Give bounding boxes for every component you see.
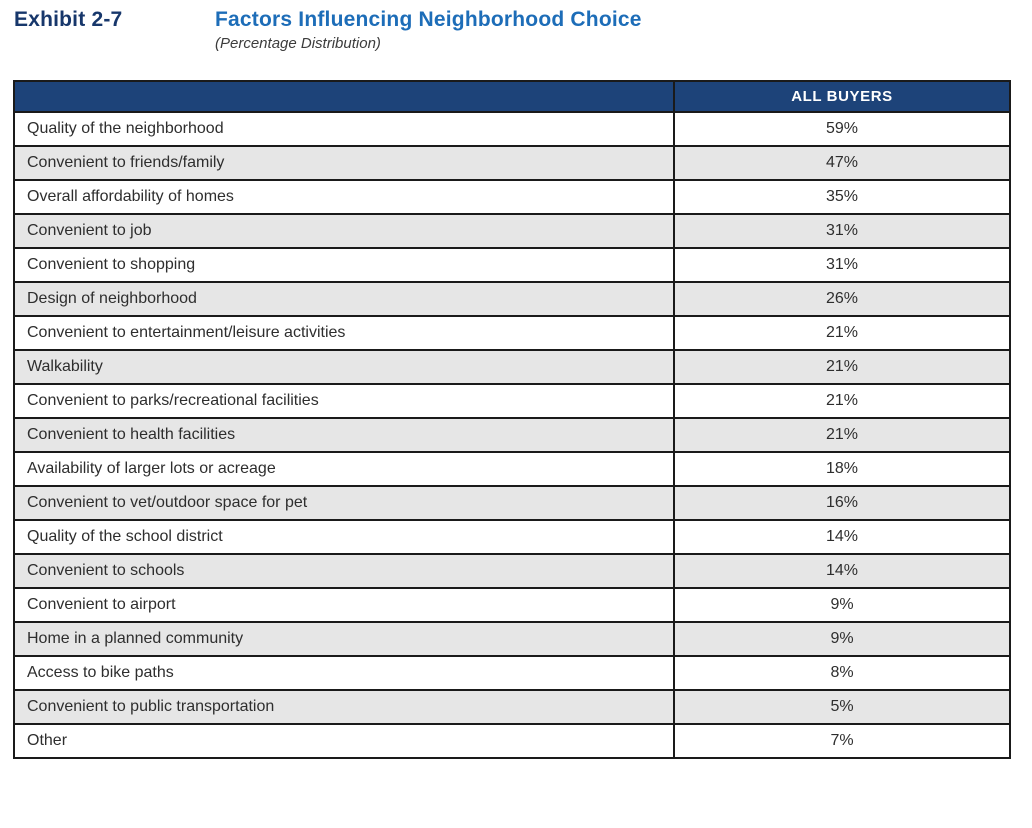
factor-value: 9% bbox=[673, 621, 1011, 657]
table-row: Quality of the school district 14% bbox=[13, 519, 1011, 555]
factor-label: Overall affordability of homes bbox=[13, 179, 675, 215]
exhibit-label: Exhibit 2-7 bbox=[14, 8, 123, 31]
table-row: Overall affordability of homes 35% bbox=[13, 179, 1011, 215]
table-row: Walkability 21% bbox=[13, 349, 1011, 385]
factor-value: 14% bbox=[673, 553, 1011, 589]
table-row: Convenient to airport 9% bbox=[13, 587, 1011, 623]
factor-value: 26% bbox=[673, 281, 1011, 317]
factor-value: 31% bbox=[673, 247, 1011, 283]
table-header: ALL BUYERS bbox=[13, 80, 1011, 113]
table-row: Quality of the neighborhood 59% bbox=[13, 111, 1011, 147]
exhibit-header: Exhibit 2-7 Factors Influencing Neighbor… bbox=[14, 8, 1032, 52]
factor-value: 21% bbox=[673, 315, 1011, 351]
factor-value: 21% bbox=[673, 383, 1011, 419]
factor-value: 8% bbox=[673, 655, 1011, 691]
factor-value: 9% bbox=[673, 587, 1011, 623]
table-row: Convenient to public transportation 5% bbox=[13, 689, 1011, 725]
factor-value: 21% bbox=[673, 417, 1011, 453]
factor-column-header bbox=[13, 80, 675, 113]
factor-value: 16% bbox=[673, 485, 1011, 521]
table-header-row: ALL BUYERS bbox=[13, 80, 1011, 113]
factors-table: ALL BUYERS Quality of the neighborhood 5… bbox=[13, 80, 1011, 759]
factor-label: Quality of the neighborhood bbox=[13, 111, 675, 147]
factor-label: Convenient to public transportation bbox=[13, 689, 675, 725]
table-row: Home in a planned community 9% bbox=[13, 621, 1011, 657]
factor-value: 14% bbox=[673, 519, 1011, 555]
factor-label: Convenient to health facilities bbox=[13, 417, 675, 453]
factor-value: 18% bbox=[673, 451, 1011, 487]
exhibit-title-block: Factors Influencing Neighborhood Choice … bbox=[215, 8, 642, 52]
exhibit-title: Factors Influencing Neighborhood Choice bbox=[215, 8, 642, 31]
factor-value: 31% bbox=[673, 213, 1011, 249]
factor-label: Convenient to job bbox=[13, 213, 675, 249]
table-row: Other 7% bbox=[13, 723, 1011, 759]
factor-value: 47% bbox=[673, 145, 1011, 181]
factor-label: Other bbox=[13, 723, 675, 759]
factor-label: Convenient to entertainment/leisure acti… bbox=[13, 315, 675, 351]
table-row: Access to bike paths 8% bbox=[13, 655, 1011, 691]
table-row: Convenient to shopping 31% bbox=[13, 247, 1011, 283]
table-row: Design of neighborhood 26% bbox=[13, 281, 1011, 317]
factor-label: Home in a planned community bbox=[13, 621, 675, 657]
table-row: Convenient to parks/recreational facilit… bbox=[13, 383, 1011, 419]
factor-label: Walkability bbox=[13, 349, 675, 385]
table-row: Convenient to schools 14% bbox=[13, 553, 1011, 589]
factor-label: Access to bike paths bbox=[13, 655, 675, 691]
table-row: Convenient to entertainment/leisure acti… bbox=[13, 315, 1011, 351]
factor-label: Availability of larger lots or acreage bbox=[13, 451, 675, 487]
factor-label: Convenient to vet/outdoor space for pet bbox=[13, 485, 675, 521]
table-row: Convenient to health facilities 21% bbox=[13, 417, 1011, 453]
table-row: Convenient to job 31% bbox=[13, 213, 1011, 249]
factor-value: 59% bbox=[673, 111, 1011, 147]
factor-value: 7% bbox=[673, 723, 1011, 759]
factor-label: Quality of the school district bbox=[13, 519, 675, 555]
all-buyers-column-header: ALL BUYERS bbox=[673, 80, 1011, 113]
factor-value: 21% bbox=[673, 349, 1011, 385]
factor-label: Convenient to friends/family bbox=[13, 145, 675, 181]
factor-label: Convenient to shopping bbox=[13, 247, 675, 283]
factor-label: Convenient to parks/recreational facilit… bbox=[13, 383, 675, 419]
exhibit-subtitle: (Percentage Distribution) bbox=[215, 35, 381, 52]
table-row: Convenient to vet/outdoor space for pet … bbox=[13, 485, 1011, 521]
exhibit-page: Exhibit 2-7 Factors Influencing Neighbor… bbox=[0, 8, 1032, 759]
factor-value: 35% bbox=[673, 179, 1011, 215]
factor-label: Convenient to schools bbox=[13, 553, 675, 589]
table-row: Convenient to friends/family 47% bbox=[13, 145, 1011, 181]
factor-label: Convenient to airport bbox=[13, 587, 675, 623]
table-body: Quality of the neighborhood 59% Convenie… bbox=[13, 111, 1011, 759]
factor-label: Design of neighborhood bbox=[13, 281, 675, 317]
factor-value: 5% bbox=[673, 689, 1011, 725]
table-row: Availability of larger lots or acreage 1… bbox=[13, 451, 1011, 487]
